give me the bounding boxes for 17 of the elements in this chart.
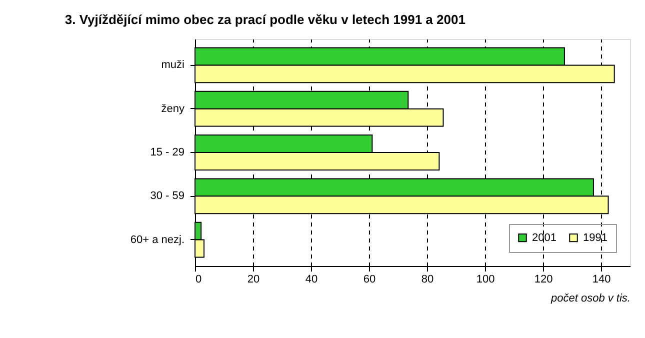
legend-label: 2001: [532, 232, 556, 244]
x-tick-label: 100: [476, 274, 495, 286]
x-tick-label: 140: [592, 274, 611, 286]
x-tick-label: 60: [363, 274, 376, 286]
y-tick-label: ženy: [161, 102, 185, 115]
legend-label: 1991: [583, 232, 608, 244]
x-tick-label: 0: [196, 274, 202, 286]
y-tick-label: 30 - 59: [150, 190, 184, 202]
y-tick-label: muži: [161, 59, 184, 72]
x-axis-title: počet osob v tis.: [550, 292, 630, 304]
x-tick-label: 120: [534, 274, 553, 286]
x-tick-label: 80: [421, 274, 434, 286]
x-tick-label: 20: [247, 274, 260, 286]
x-tick-label: 40: [305, 274, 318, 286]
y-tick-label: 60+ a nezj.: [130, 234, 184, 246]
y-tick-label: 15 - 29: [150, 146, 184, 158]
chart-title: 3. Vyjíždějící mimo obec za prací podle věku v letech 1991 a 2001: [64, 12, 466, 27]
